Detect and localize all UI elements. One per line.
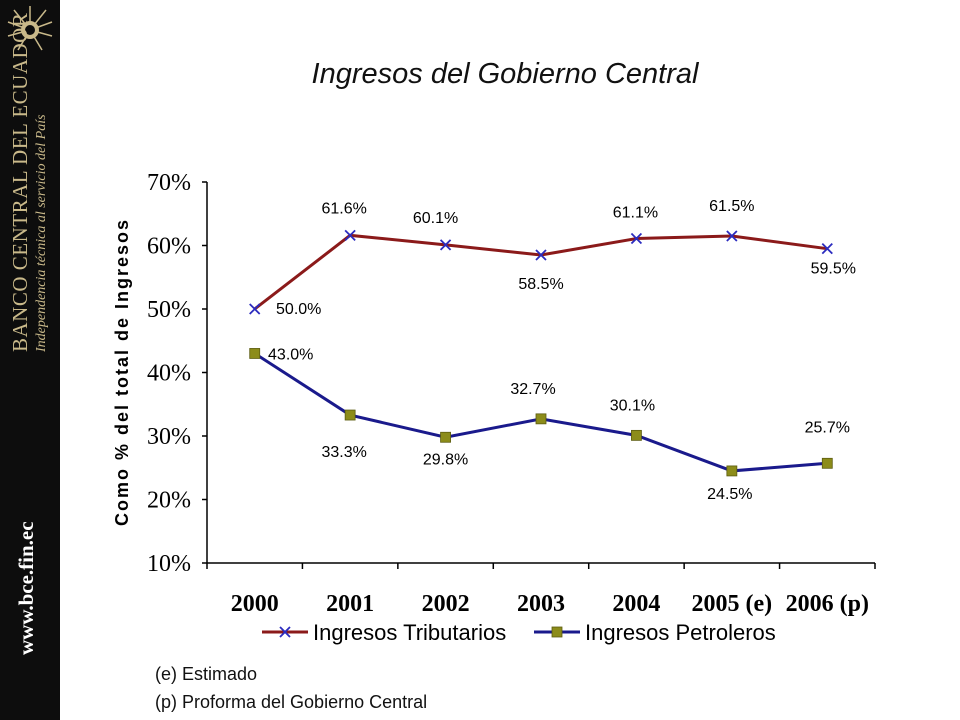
data-point-petroleros [631,429,642,441]
data-label: 61.1% [613,205,658,222]
data-point-tributarios [249,303,261,315]
data-point-petroleros [344,409,356,421]
data-label: 33.3% [321,444,366,461]
series-line-tributarios [253,233,828,311]
data-point-petroleros [535,413,547,425]
legend-label-tributarios: Ingresos Tributarios [313,620,506,645]
data-point-tributarios [535,249,547,261]
y-tick-label: 20% [147,488,191,514]
legend-label-petroleros: Ingresos Petroleros [585,620,776,645]
data-label: 25.7% [805,419,850,436]
x-tick-label: 2001 [326,591,374,617]
data-label: 32.7% [510,381,555,398]
data-point-petroleros [440,431,451,443]
data-label: 60.1% [413,210,458,227]
data-label: 30.1% [610,397,655,414]
note-estimado: (e) Estimado [155,664,258,684]
data-label: 29.8% [423,451,468,468]
data-label: 61.6% [321,200,366,217]
data-point-tributarios [439,239,452,251]
legend-marker-petroleros [551,626,563,638]
y-tick-label: 10% [147,551,191,577]
data-label: 58.5% [518,276,563,293]
x-tick-label: 2004 [612,591,660,617]
data-point-petroleros [726,465,738,477]
data-label: 43.0% [268,346,313,363]
data-point-tributarios [344,229,356,241]
y-tick-label: 40% [147,361,191,387]
data-point-tributarios [726,230,738,242]
x-tick-label: 2000 [231,591,279,617]
sidebar: BANCO CENTRAL DEL ECUADOR Independencia … [0,0,60,720]
legend-marker-tributarios [279,626,291,638]
data-point-tributarios [821,243,833,255]
data-point-tributarios [630,232,643,245]
bank-emblem-icon [7,6,53,51]
y-tick-label: 70% [147,170,191,196]
data-label: 61.5% [709,198,754,215]
data-label: 50.0% [276,301,321,318]
data-point-petroleros [249,348,261,359]
y-tick-label: 50% [147,297,191,323]
y-tick-label: 30% [147,424,191,450]
data-label: 24.5% [707,486,752,503]
x-tick-label: 2006 (p) [786,591,869,617]
x-tick-label: 2005 (e) [692,591,773,617]
data-point-petroleros [821,457,833,469]
note-proforma: (p) Proforma del Gobierno Central [155,692,428,712]
y-axis-title: Como % del total de Ingresos [112,218,132,526]
x-tick-label: 2002 [422,591,470,617]
data-label: 59.5% [811,261,856,278]
y-tick-label: 60% [147,234,191,260]
slide-title: Ingresos del Gobierno Central [311,58,699,90]
x-tick-label: 2003 [517,591,565,617]
